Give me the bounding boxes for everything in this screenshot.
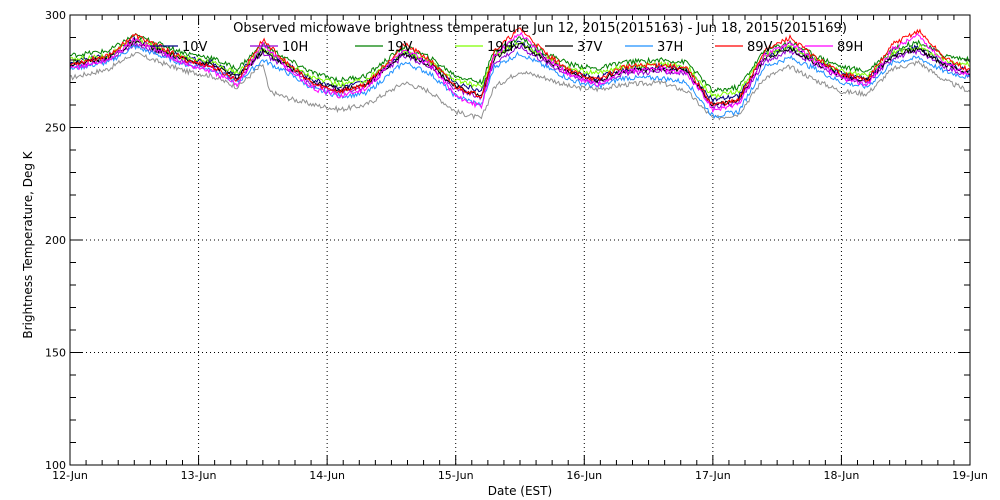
series-line-89h xyxy=(69,31,971,114)
y-tick-label: 300 xyxy=(45,9,66,22)
chart-title: Observed microwave brightness temperatur… xyxy=(233,21,847,36)
legend-label-10h: 10H xyxy=(282,40,308,55)
series-line-37h xyxy=(69,44,971,119)
y-tick-label: 150 xyxy=(45,347,66,360)
x-tick-label: 13-Jun xyxy=(181,469,217,482)
legend-label-19h: 19H xyxy=(487,40,513,55)
y-tick-label: 250 xyxy=(45,122,66,135)
x-tick-label: 12-Jun xyxy=(52,469,88,482)
series-lines xyxy=(69,27,971,121)
legend-label-19v: 19V xyxy=(387,40,413,55)
x-tick-label: 19-Jun xyxy=(952,469,988,482)
x-tick-label: 17-Jun xyxy=(695,469,731,482)
legend-label-37h: 37H xyxy=(657,40,683,55)
axis-ticks: 12-Jun 13-Jun 14-Jun 15-Jun 16-Jun 17-Jun 18-J… xyxy=(45,9,988,482)
x-tick-label: 16-Jun xyxy=(566,469,602,482)
legend-label-89h: 89H xyxy=(837,40,863,55)
legend-label-10v: 10V xyxy=(182,40,208,55)
y-axis-label: Brightness Temperature, Deg K xyxy=(21,150,35,338)
x-tick-label: 15-Jun xyxy=(438,469,474,482)
x-tick-label: 14-Jun xyxy=(309,469,345,482)
y-tick-label: 100 xyxy=(45,459,66,472)
legend-label-89v: 89V xyxy=(747,40,773,55)
grid xyxy=(70,15,970,465)
x-axis-label: Date (EST) xyxy=(488,484,552,498)
legend-label-37v: 37V xyxy=(577,40,603,55)
series-line-89v xyxy=(69,27,971,106)
series-line-19v xyxy=(69,32,971,94)
y-tick-label: 200 xyxy=(45,234,66,247)
x-tick-label: 18-Jun xyxy=(824,469,860,482)
legend: 10V 10H 19V 19H 37V 37H 89V 89H xyxy=(150,40,863,55)
